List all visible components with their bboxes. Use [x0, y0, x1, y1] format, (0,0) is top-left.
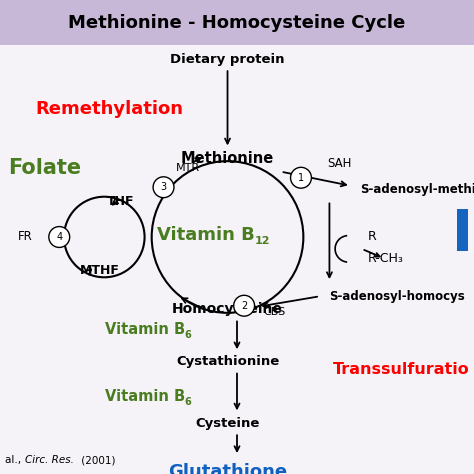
Text: MTHF: MTHF [80, 264, 119, 277]
Circle shape [234, 295, 255, 316]
Text: THF: THF [107, 195, 135, 208]
Text: R: R [367, 230, 376, 244]
Text: Vitamin B: Vitamin B [157, 226, 255, 244]
Text: Cysteine: Cysteine [195, 417, 260, 430]
Text: Methionine - Homocysteine Cycle: Methionine - Homocysteine Cycle [68, 14, 406, 32]
Text: S-adenosyl-homocys: S-adenosyl-homocys [329, 290, 465, 303]
Text: Transsulfuratio: Transsulfuratio [332, 362, 469, 377]
Text: al.,: al., [5, 456, 24, 465]
Text: 2: 2 [241, 301, 247, 311]
Text: Cystathionine: Cystathionine [176, 355, 279, 368]
Text: Glutathione: Glutathione [168, 463, 287, 474]
Text: 3: 3 [161, 182, 166, 192]
Text: 4: 4 [56, 232, 62, 242]
Text: 12: 12 [255, 236, 270, 246]
Text: 1: 1 [298, 173, 304, 183]
Text: Vitamin B: Vitamin B [104, 322, 185, 337]
Text: FR: FR [18, 230, 32, 244]
Text: 6: 6 [184, 397, 191, 408]
Circle shape [291, 167, 311, 188]
Text: MTR: MTR [175, 163, 200, 173]
Text: Homocysteine: Homocysteine [172, 302, 283, 316]
Bar [0, 0, 474, 45]
Text: Circ. Res.: Circ. Res. [25, 456, 74, 465]
Text: Methionine: Methionine [181, 151, 274, 166]
Text: (2001): (2001) [78, 456, 116, 465]
Circle shape [49, 227, 70, 247]
Text: 6: 6 [184, 330, 191, 340]
Bar [457, 209, 468, 251]
Text: CBS: CBS [263, 307, 285, 317]
Circle shape [153, 177, 174, 198]
Text: Folate: Folate [9, 158, 82, 178]
Text: R-CH₃: R-CH₃ [367, 252, 403, 265]
Text: Dietary protein: Dietary protein [170, 53, 285, 66]
Text: Remethylation: Remethylation [35, 100, 183, 118]
Text: S-adenosyl-methioni: S-adenosyl-methioni [360, 183, 474, 196]
Text: SAH: SAH [327, 157, 351, 170]
Text: Vitamin B: Vitamin B [104, 389, 185, 404]
